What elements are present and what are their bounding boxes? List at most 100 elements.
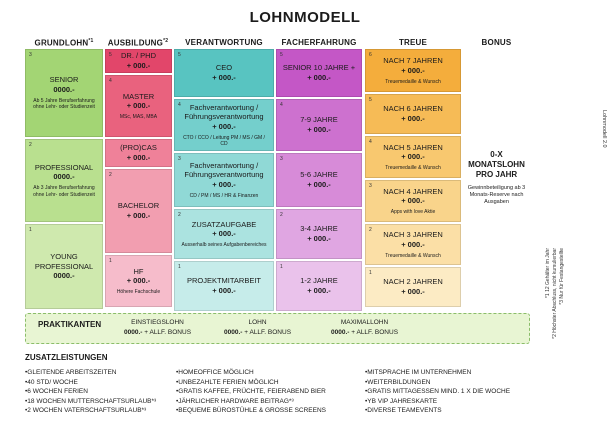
zusatz-list-2: HOMEOFFICE MÖGLICH UNBEZAHLTE FERIEN MÖG… xyxy=(176,368,361,416)
ausbildung-column: 5 DR. / PHD + 000.- 4 MASTER + 000.- MSc… xyxy=(105,49,172,307)
zusatz-list-3: MITSPRACHE IM UNTERNEHMEN WEITERBILDUNGE… xyxy=(365,368,565,416)
cell-value: 0000.- xyxy=(53,172,75,182)
cell-name: NACH 2 JAHREN xyxy=(383,277,443,287)
list-item: GRATIS KAFFEE, FRÜCHTE, FEIERABEND BIER xyxy=(176,387,361,397)
list-item: 6 WOCHEN FERIEN xyxy=(25,387,185,397)
footnote-1: *1 12 Gehälter im Jahr xyxy=(545,248,551,299)
grundlohn-cell-professional: 2 PROFESSIONAL 0000.- Ab 3 Jahre Berufse… xyxy=(25,139,103,222)
fachererfahrung-cell-5-6: 3 5-6 JAHRE + 000.- xyxy=(276,153,362,207)
cell-value: + 000.- xyxy=(307,179,331,189)
column-header-verantwortung: VERANTWORTUNG xyxy=(185,38,263,47)
level-number: 2 xyxy=(109,172,112,178)
cell-name: NACH 3 JAHREN xyxy=(383,230,443,239)
zusatz-list-1: GLEITENDE ARBEITSZEITEN 40 STD/ WOCHE 6 … xyxy=(25,368,185,416)
list-item: WEITERBILDUNGEN xyxy=(365,378,565,388)
level-number: 3 xyxy=(178,156,181,162)
praktikanten-col-suffix: + ALLF. BONUS xyxy=(242,329,292,336)
list-item: GRATIS MITTAGESSEN MIND. 1 X DIE WOCHE xyxy=(365,387,565,397)
level-number: 5 xyxy=(280,52,283,58)
level-number: 2 xyxy=(29,142,32,148)
cell-name: BACHELOR xyxy=(117,201,160,211)
praktikanten-col-head: EINSTIEGSLOHN xyxy=(131,319,184,326)
fachererfahrung-cell-1-2: 1 1-2 JAHRE + 000.- xyxy=(276,261,362,311)
level-number: 1 xyxy=(369,270,372,276)
cell-note: Ab 3 Jahre Berufserfahrung ohne Lehr- od… xyxy=(33,185,95,198)
cell-name: PROJEKTMITARBEIT xyxy=(186,276,262,286)
cell-value: + 000.- xyxy=(307,285,331,295)
column-header-grundlohn: GRUNDLOHN*1 xyxy=(34,38,94,48)
level-number: 1 xyxy=(178,264,181,270)
level-number: 4 xyxy=(369,139,372,145)
cell-name: NACH 6 JAHREN xyxy=(383,104,443,114)
cell-value: + 000.- xyxy=(401,196,425,205)
list-item: HOMEOFFICE MÖGLICH xyxy=(176,368,361,378)
list-item: JÄHRLICHER HARDWARE BEITRAG*³ xyxy=(176,397,361,407)
zusatzleistungen-title: ZUSATZLEISTUNGEN xyxy=(25,353,108,362)
cell-value: + 000.- xyxy=(212,179,236,189)
level-number: 3 xyxy=(280,156,283,162)
list-item: 18 WOCHEN MUTTERSCHAFTSURLAUB*³ xyxy=(25,397,185,407)
treue-cell-6: 5 NACH 6 JAHREN + 000.- xyxy=(365,94,461,134)
praktikanten-col-suffix: + ALLF. BONUS xyxy=(349,329,399,336)
cell-value: + 000.- xyxy=(307,124,331,134)
praktikanten-lohn: LOHN 0000.- + ALLF. BONUS xyxy=(224,318,291,338)
cell-value: 0000.- xyxy=(53,84,75,94)
praktikanten-einstiegslohn: EINSTIEGSLOHN 0000.- + ALLF. BONUS xyxy=(124,318,191,338)
cell-name: NACH 7 JAHREN xyxy=(383,56,443,65)
cell-value: + 000.- xyxy=(212,285,236,295)
treue-cell-3: 2 NACH 3 JAHREN + 000.- Treuemedaille & … xyxy=(365,224,461,265)
cell-value: + 000.- xyxy=(126,101,151,110)
cell-note: MSc, MAS, MBA xyxy=(119,114,158,120)
list-item: UNBEZAHLTE FERIEN MÖGLICH xyxy=(176,378,361,388)
bonus-note: Gewinnbeteiligung ab 3 Monats-Reserve na… xyxy=(467,185,526,205)
cell-name: NACH 5 JAHREN xyxy=(383,142,443,152)
fachererfahrung-cell-7-9: 4 7-9 JAHRE + 000.- xyxy=(276,99,362,151)
verantwortung-cell-level4: 4 Fachverantwortung / Führungsverantwort… xyxy=(174,99,274,151)
treue-cell-7: 6 NACH 7 JAHREN + 000.- Treuemedaille & … xyxy=(365,49,461,92)
cell-name: HF xyxy=(133,266,144,276)
level-number: 2 xyxy=(369,227,372,233)
cell-value: + 000.- xyxy=(126,60,151,70)
cell-value: + 000.- xyxy=(307,72,331,82)
cell-value: + 000.- xyxy=(212,121,236,131)
cell-value: + 000.- xyxy=(401,286,425,296)
cell-value: + 000.- xyxy=(401,113,425,123)
verantwortung-cell-level3: 3 Fachverantwortung / Führungsverantwort… xyxy=(174,153,274,207)
level-number: 1 xyxy=(29,227,32,233)
cell-name: 1-2 JAHRE xyxy=(300,276,338,286)
cell-value: + 000.- xyxy=(126,152,151,162)
fachererfahrung-column: 5 SENIOR 10 JAHRE + + 000.- 4 7-9 JAHRE … xyxy=(276,49,362,311)
cell-name: 5-6 JAHRE xyxy=(300,170,338,180)
footnote-3: *3 Nur für Festangestellte xyxy=(559,248,565,305)
level-number: 1 xyxy=(280,264,283,270)
level-number: 4 xyxy=(280,102,283,108)
level-number: 6 xyxy=(369,52,372,58)
ausbildung-cell-hf: 1 HF + 000.- Höhere Fachschule xyxy=(105,255,172,307)
bonus-per: PRO JAHR xyxy=(475,170,518,179)
footnotes: *1 12 Gehälter im Jahr *2 Höchster Absch… xyxy=(545,248,573,339)
cell-value: + 000.- xyxy=(401,239,425,249)
cell-value: + 000.- xyxy=(212,72,236,82)
ausbildung-cell-bachelor: 2 BACHELOR + 000.- xyxy=(105,169,172,253)
column-header-ausbildung: AUSBILDUNG*2 xyxy=(107,38,169,48)
cell-value: + 000.- xyxy=(401,65,425,75)
cell-note: Treuemedaille & Wunsch xyxy=(385,165,441,171)
list-item: DIVERSE TEAMEVENTS xyxy=(365,406,565,416)
side-notes: Lohnmodell 2.0 xyxy=(583,110,607,320)
praktikanten-col-head: LOHN xyxy=(248,319,267,326)
list-item: GLEITENDE ARBEITSZEITEN xyxy=(25,368,185,378)
grundlohn-cell-young-professional: 1 YOUNG PROFESSIONAL 0000.- xyxy=(25,224,103,309)
cell-name: MASTER xyxy=(122,91,155,101)
fachererfahrung-cell-3-4: 2 3-4 JAHRE + 000.- xyxy=(276,209,362,259)
cell-name: PROFESSIONAL xyxy=(34,162,94,172)
treue-cell-4: 3 NACH 4 JAHREN + 000.- Apps with love A… xyxy=(365,180,461,222)
bonus-range: 0-X xyxy=(490,150,503,159)
cell-note: CD / PM / MS / HR & Finanzen xyxy=(189,192,259,199)
praktikanten-col-value: 0000.- xyxy=(224,329,243,336)
level-number: 3 xyxy=(369,183,372,189)
grundlohn-cell-senior: 3 SENIOR 0000.- Ab 5 Jahre Berufserfahru… xyxy=(25,49,103,137)
cell-name: 3-4 JAHRE xyxy=(300,224,338,234)
cell-note: Treuemedaille & Wunsch xyxy=(385,78,441,85)
bonus-unit: MONATSLOHN xyxy=(468,160,525,169)
praktikanten-row: PRAKTIKANTEN EINSTIEGSLOHN 0000.- + ALLF… xyxy=(25,313,530,344)
